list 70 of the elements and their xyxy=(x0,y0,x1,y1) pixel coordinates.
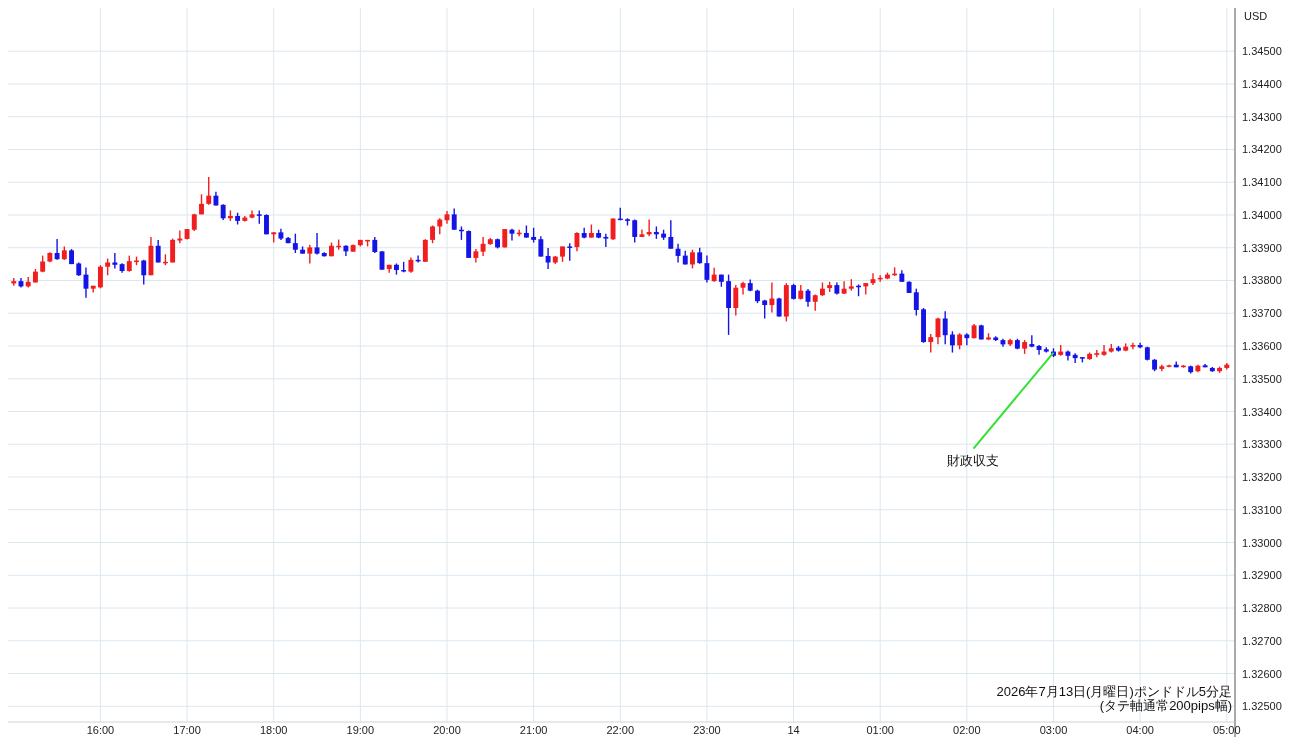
x-tick-label: 17:00 xyxy=(173,724,201,736)
candlestick xyxy=(314,232,320,256)
y-tick-label: 1.33800 xyxy=(1242,274,1282,287)
candlestick xyxy=(610,217,616,241)
y-tick-label: 1.34500 xyxy=(1242,45,1282,58)
candlestick xyxy=(206,176,212,206)
x-tick-label: 16:00 xyxy=(86,724,115,736)
annotation: 2026年7月13日(月曜日)ポンドドル5分足 xyxy=(996,684,1232,699)
x-tick-label: 19:00 xyxy=(346,724,375,736)
candlestick xyxy=(451,207,457,231)
candlestick xyxy=(942,310,948,346)
y-tick-label: 1.33200 xyxy=(1242,471,1282,484)
candlestick xyxy=(769,281,775,314)
y-tick-label: 1.34300 xyxy=(1242,110,1282,123)
x-tick-label: 22:00 xyxy=(606,724,635,736)
candlestick xyxy=(422,238,428,263)
y-tick-label: 1.33100 xyxy=(1242,503,1282,516)
candlestick xyxy=(1029,334,1035,349)
candlestick xyxy=(480,236,486,257)
y-tick-label: 1.32500 xyxy=(1242,700,1282,713)
candlestick xyxy=(949,330,955,354)
y-tick-label: 1.34400 xyxy=(1242,77,1282,90)
candlestick xyxy=(639,228,645,238)
candlestick xyxy=(733,284,739,317)
x-tick-label: 14 xyxy=(787,724,800,736)
candlestick xyxy=(1094,349,1100,358)
y-tick-label: 1.34200 xyxy=(1242,143,1282,156)
y-tick-label: 1.32900 xyxy=(1242,569,1282,582)
annotation: 財政収支 xyxy=(947,452,1000,468)
x-tick-label: 03:00 xyxy=(1039,724,1068,736)
candlestick xyxy=(538,235,544,258)
y-tick-label: 1.33400 xyxy=(1242,405,1282,418)
y-tick-label: 1.32800 xyxy=(1242,602,1282,615)
candlestick xyxy=(603,232,609,248)
candlestick xyxy=(913,287,919,317)
x-tick-label: 01:00 xyxy=(866,724,894,736)
y-tick-label: 1.34100 xyxy=(1242,176,1282,189)
candlestick xyxy=(646,218,652,237)
y-tick-label: 1.34000 xyxy=(1242,208,1282,221)
candlestick xyxy=(776,297,782,318)
y-tick-label: 1.33700 xyxy=(1242,307,1282,320)
candlestick xyxy=(112,252,118,270)
candlestick xyxy=(1072,352,1078,364)
candlestick xyxy=(292,232,298,254)
annotation: (タテ軸通常200pips幅) xyxy=(1099,698,1232,713)
candlestick xyxy=(54,238,60,261)
candlestick xyxy=(928,333,934,354)
x-tick-label: 04:00 xyxy=(1126,724,1154,736)
y-tick-label: 1.33000 xyxy=(1242,536,1282,549)
x-tick-label: 18:00 xyxy=(259,724,288,736)
candlestick xyxy=(545,247,551,270)
x-tick-label: 02:00 xyxy=(953,724,981,736)
y-tick-label: 1.32700 xyxy=(1242,634,1282,647)
candlestick xyxy=(690,249,695,270)
candlestick xyxy=(668,219,674,250)
y-tick-label: 1.33300 xyxy=(1242,438,1282,451)
x-tick-label: 20:00 xyxy=(433,724,461,736)
candlestick xyxy=(307,244,313,265)
x-tick-label: 23:00 xyxy=(693,724,721,736)
x-tick-label: 21:00 xyxy=(519,724,548,736)
candlestick xyxy=(704,254,710,284)
y-tick-label: 1.33900 xyxy=(1242,241,1282,254)
x-tick-label: 05:00 xyxy=(1213,724,1241,736)
y-axis-title: USD xyxy=(1244,10,1268,22)
candlestick xyxy=(97,264,103,290)
y-tick-label: 1.32600 xyxy=(1242,667,1282,680)
y-tick-label: 1.33600 xyxy=(1242,340,1282,352)
y-tick-label: 1.33500 xyxy=(1242,372,1282,385)
candlestick xyxy=(141,259,147,286)
candlestick xyxy=(177,229,183,244)
